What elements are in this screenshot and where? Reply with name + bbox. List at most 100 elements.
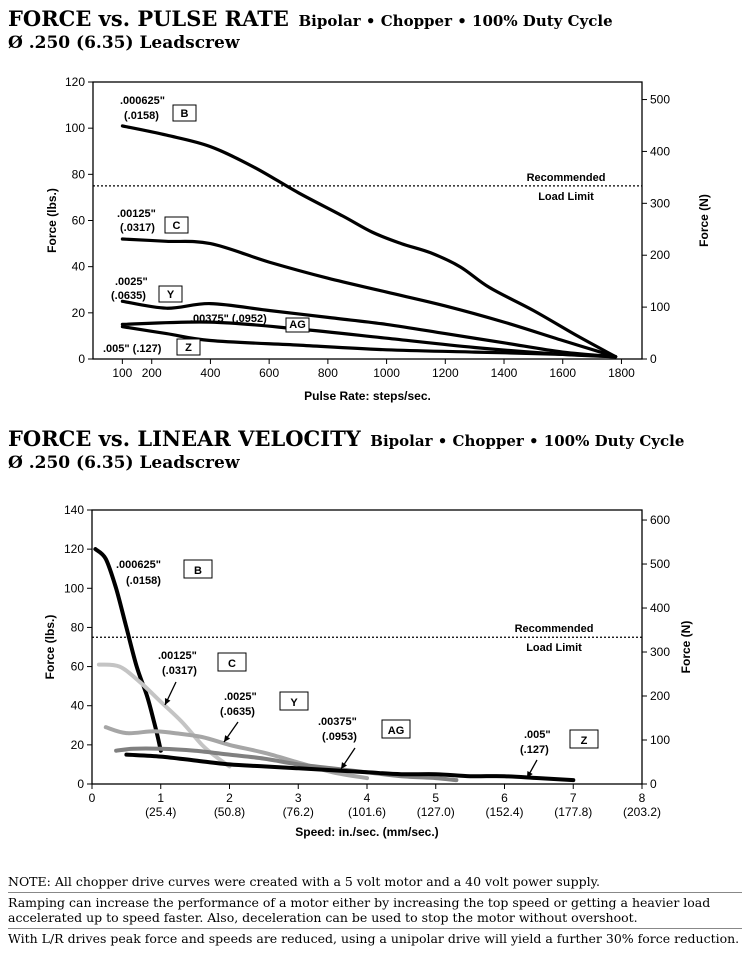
- chart2-series-c-box: [217, 652, 247, 672]
- chart2-x-tick-label: 5: [432, 791, 439, 805]
- chart2-series-ag-name: AG: [388, 725, 405, 737]
- chart2-x-axis-title: Speed: in./sec. (mm/sec.): [295, 825, 438, 839]
- chart2-x-tick-mm-label: (76.2): [283, 805, 314, 819]
- chart1-x-tick-label: 1200: [432, 366, 459, 380]
- chart2-series-y-label: .0025": [224, 691, 257, 703]
- chart1-y2-tick-label: 100: [650, 300, 670, 314]
- chart1-y-tick-label: 40: [72, 260, 86, 274]
- chart1-series-z-box: [176, 338, 201, 356]
- chart1-x-tick-label: 800: [318, 366, 338, 380]
- chart1-series-y-box: [158, 285, 183, 303]
- chart2-y2-tick-label: 600: [650, 513, 670, 527]
- chart2-y2-tick-label: 100: [650, 733, 670, 747]
- chart1-x-tick-label: 1800: [608, 366, 635, 380]
- chart1-y2-axis-title: Force (N): [697, 194, 711, 247]
- chart1-series-ag-box: [285, 317, 310, 333]
- chart1-y2-tick-label: 400: [650, 144, 670, 158]
- chart2-series-z-box: [569, 729, 599, 749]
- chart1-x-tick-label: 1400: [491, 366, 518, 380]
- chart1-y2-tick-label: 0: [650, 352, 657, 366]
- chart2-series-z-label: .005": [524, 729, 551, 741]
- chart2-y-tick-label: 40: [71, 699, 85, 713]
- chart2-series-y-name: Y: [290, 697, 298, 709]
- chart2-x-tick-label: 0: [89, 791, 96, 805]
- chart2-y-tick-label: 20: [71, 738, 85, 752]
- chart1-series-c-name: C: [173, 220, 181, 232]
- chart1-title-line: FORCE vs. PULSE RATE Bipolar • Chopper •…: [8, 6, 613, 31]
- chart2-series-z-label: (.127): [520, 744, 549, 756]
- chart2-title-block: FORCE vs. LINEAR VELOCITY Bipolar • Chop…: [8, 426, 684, 473]
- chart1-y2-tick-label: 300: [650, 196, 670, 210]
- chart1-title: FORCE vs. PULSE RATE: [8, 6, 289, 31]
- chart1-x-tick-label: 400: [200, 366, 220, 380]
- chart1-series-y-label: .0025": [115, 276, 148, 288]
- note-chopper: NOTE: All chopper drive curves were crea…: [8, 874, 601, 889]
- chart1-series-b-name: B: [181, 108, 189, 120]
- chart2-series-ag-label: .00375": [318, 716, 357, 728]
- chart2-series-z-line: [124, 752, 576, 783]
- chart1-x-tick-label: 200: [142, 366, 162, 380]
- chart2-title-line2: Ø .250 (6.35) Leadscrew: [8, 453, 240, 473]
- chart1-series-b-box: [172, 104, 197, 122]
- note-ramping: Ramping can increase the performance of …: [8, 892, 742, 928]
- chart1-y-tick-label: 20: [72, 306, 86, 320]
- chart2-x-tick-mm-label: (152.4): [485, 805, 523, 819]
- chart2-series-c-arrowhead: [164, 698, 171, 705]
- chart1-series-y-line: [120, 299, 618, 359]
- notes-section: NOTE: All chopper drive curves were crea…: [8, 872, 742, 949]
- chart2-series-y-box: [279, 691, 309, 711]
- chart1-y-tick-label: 60: [72, 214, 86, 228]
- chart2-x-tick-mm-label: (127.0): [417, 805, 455, 819]
- chart1-series-c-line: [120, 237, 618, 359]
- chart1-y-tick-label: 120: [65, 75, 85, 89]
- chart1-series-b-label: .000625": [120, 95, 165, 107]
- chart2-series-z-name: Z: [581, 735, 588, 747]
- chart2-series-b-box: [183, 559, 213, 579]
- chart1-x-tick-label: 1600: [549, 366, 576, 380]
- chart1-series-c-label: .00125": [117, 208, 156, 220]
- chart1-load-limit-label: Load Limit: [538, 191, 594, 203]
- chart2-y-tick-label: 140: [64, 503, 84, 517]
- chart2-y-tick-label: 100: [64, 581, 84, 595]
- chart2-series-ag-line: [114, 746, 459, 783]
- chart1-title-line2: Ø .250 (6.35) Leadscrew: [8, 33, 240, 53]
- note-lr-drives: With L/R drives peak force and speeds ar…: [8, 928, 742, 949]
- chart2-y-tick-label: 60: [71, 660, 85, 674]
- chart1-subtitle: Bipolar • Chopper • 100% Duty Cycle: [298, 12, 613, 30]
- chart2-x-tick-label: 8: [639, 791, 646, 805]
- chart1-series-c-box: [164, 216, 189, 234]
- chart1-series-ag-label: .00375" (.0952): [190, 313, 267, 325]
- chart2-y-tick-label: 120: [64, 542, 84, 556]
- chart1-series-c-label: (.0317): [120, 222, 155, 234]
- chart2-y-tick-label: 80: [71, 620, 85, 634]
- chart1-series-y-name: Y: [167, 289, 175, 301]
- chart2-y2-tick-label: 400: [650, 601, 670, 615]
- chart2-x-tick-label: 4: [364, 791, 371, 805]
- chart2-series-z-arrowhead: [527, 771, 533, 778]
- chart2-series-b-name: B: [194, 565, 202, 577]
- chart2-series-c-label: (.0317): [162, 665, 197, 677]
- chart2-y2-tick-label: 500: [650, 557, 670, 571]
- chart2-x-tick-mm-label: (177.8): [554, 805, 592, 819]
- chart2-x-tick-label: 2: [226, 791, 233, 805]
- chart1-series-z-name: Z: [185, 342, 192, 354]
- chart2-series-b-label: (.0158): [126, 575, 161, 587]
- chart2-series-y-label: (.0635): [220, 706, 255, 718]
- chart1-y-tick-label: 80: [72, 167, 86, 181]
- chart2-y2-tick-label: 0: [650, 777, 657, 791]
- chart2-subtitle: Bipolar • Chopper • 100% Duty Cycle: [370, 432, 685, 450]
- chart1-y-tick-label: 100: [65, 121, 85, 135]
- chart2-x-tick-label: 1: [157, 791, 164, 805]
- chart2-y-axis-title: Force (lbs.): [43, 615, 57, 680]
- chart2-x-tick-mm-label: (203.2): [623, 805, 661, 819]
- chart2-series-b-label: .000625": [116, 559, 161, 571]
- chart1-series-b-line: [120, 124, 618, 359]
- chart1-y2-tick-label: 500: [650, 93, 670, 107]
- chart1-x-tick-label: 1000: [373, 366, 400, 380]
- chart2-x-tick-mm-label: (101.6): [348, 805, 386, 819]
- chart2-series-c-label: .00125": [158, 650, 197, 662]
- chart2-series-ag-arrowhead: [341, 762, 348, 769]
- chart1-title-block: FORCE vs. PULSE RATE Bipolar • Chopper •…: [8, 6, 613, 53]
